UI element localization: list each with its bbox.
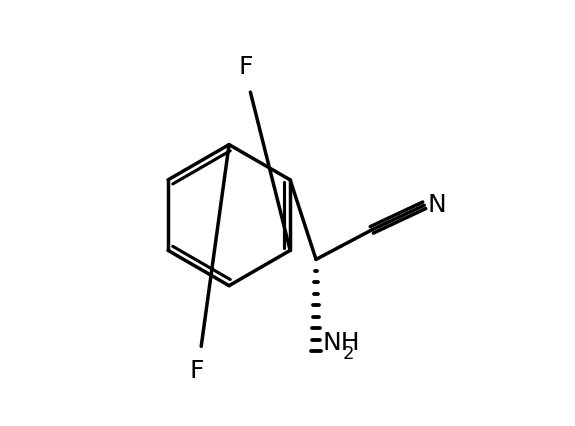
Text: NH: NH [323, 331, 360, 354]
Text: F: F [189, 360, 204, 383]
Text: F: F [238, 55, 253, 79]
Text: N: N [428, 193, 446, 217]
Text: 2: 2 [343, 345, 354, 363]
